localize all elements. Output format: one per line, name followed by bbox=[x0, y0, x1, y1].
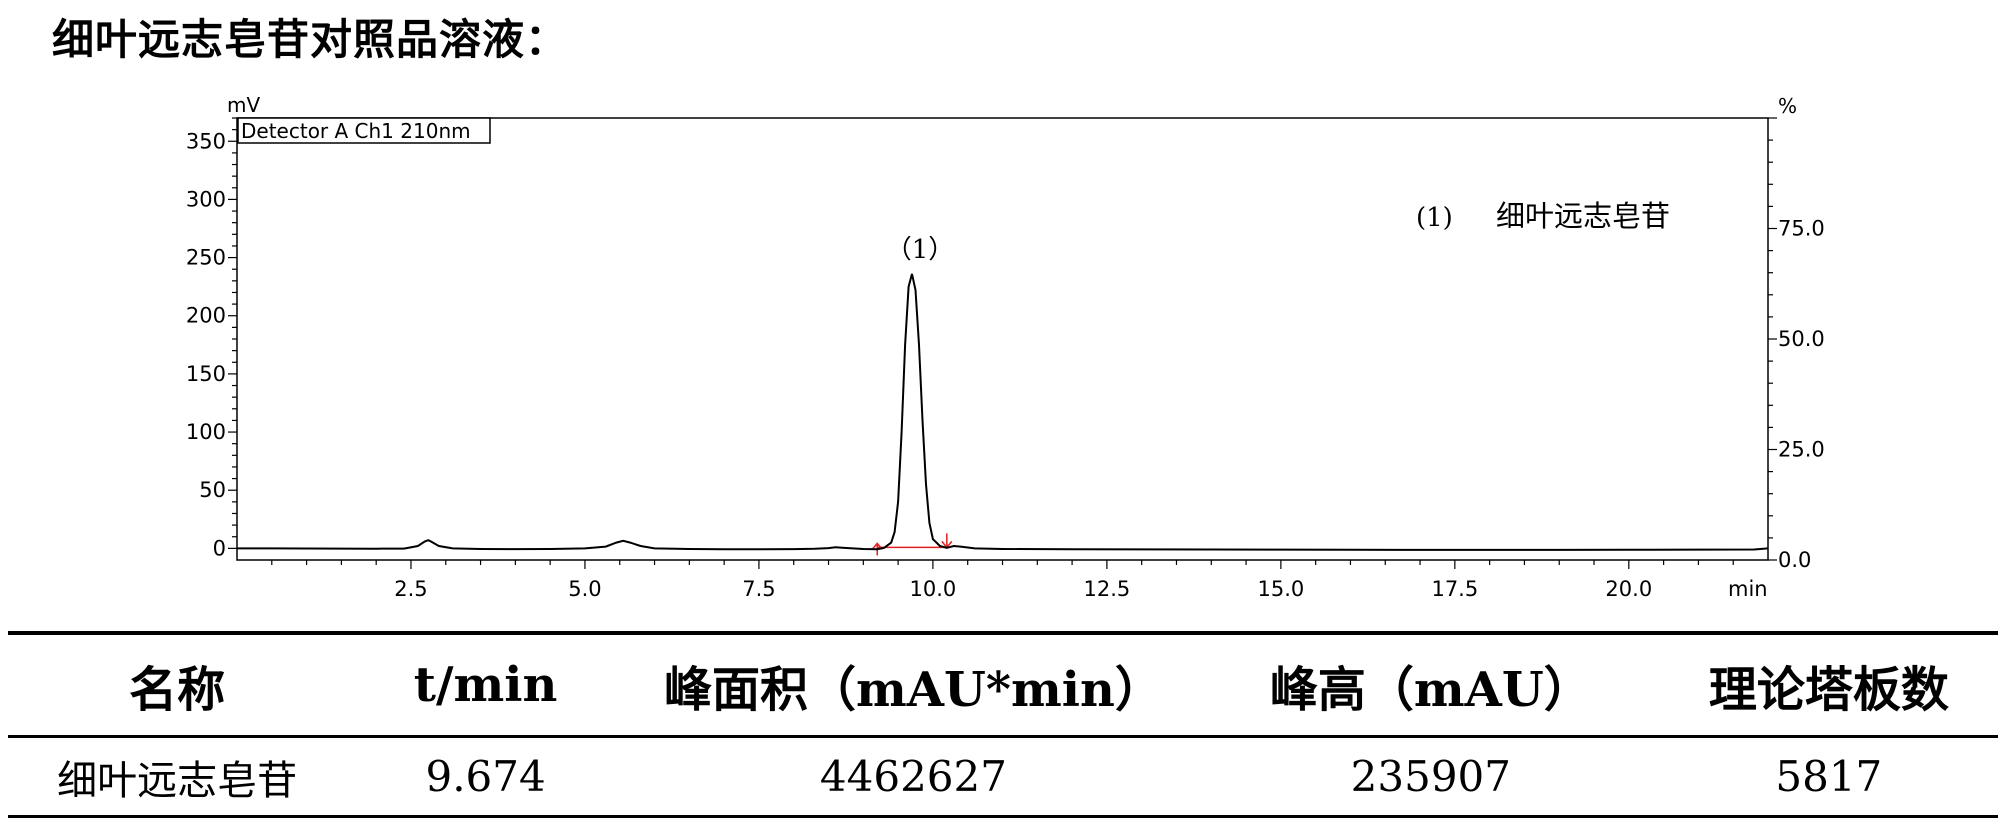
cell-peak-height: 235907 bbox=[1201, 736, 1660, 818]
x-tick-label: 2.5 bbox=[394, 577, 427, 600]
x-tick-label: 12.5 bbox=[1084, 577, 1131, 600]
cell-retention-time: 9.674 bbox=[346, 736, 625, 818]
cell-name: 细叶远志皂苷 bbox=[8, 736, 347, 818]
y-tick-label: 50 bbox=[199, 478, 226, 502]
y-tick-label: 250 bbox=[186, 246, 226, 270]
cell-peak-area: 4462627 bbox=[624, 736, 1202, 818]
x-tick-label: 20.0 bbox=[1605, 577, 1652, 600]
detector-label: Detector A Ch1 210nm bbox=[241, 119, 471, 143]
y2-axis-unit: % bbox=[1778, 94, 1797, 118]
header-name: 名称 bbox=[8, 631, 347, 738]
x-axis-ticks: 2.5 5.0 7.5 10.0 12.5 15.0 17.5 20.0 bbox=[271, 560, 1734, 600]
chromatogram-trace bbox=[237, 273, 1769, 551]
y2-tick-label: 50.0 bbox=[1778, 327, 1825, 351]
y-tick-label: 100 bbox=[186, 420, 226, 444]
y-axis-unit: mV bbox=[227, 93, 260, 117]
y-tick-label: 0 bbox=[213, 536, 226, 560]
header-peak-area: 峰面积（mAU*min） bbox=[624, 631, 1202, 738]
x-tick-label: 15.0 bbox=[1257, 577, 1304, 600]
page-heading: 细叶远志皂苷对照品溶液： bbox=[52, 15, 569, 64]
results-table: 名称 t/min 峰面积（mAU*min） 峰高（mAU） 理论塔板数 细叶远志… bbox=[8, 631, 1998, 818]
cell-plate-number: 5817 bbox=[1659, 736, 1998, 818]
x-axis-unit: min bbox=[1728, 577, 1768, 600]
y2-tick-label: 25.0 bbox=[1778, 438, 1825, 462]
y2-tick-label: 0.0 bbox=[1778, 548, 1811, 572]
y-tick-label: 150 bbox=[186, 362, 226, 386]
peak-label: （1） bbox=[886, 235, 955, 265]
table-header-row: 名称 t/min 峰面积（mAU*min） 峰高（mAU） 理论塔板数 bbox=[8, 631, 1998, 738]
legend-name: 细叶远志皂苷 bbox=[1496, 199, 1670, 233]
y-axis-ticks: 0 50 100 150 200 250 300 350 bbox=[186, 117, 237, 560]
header-retention-time: t/min bbox=[346, 631, 625, 738]
y2-tick-label: 75.0 bbox=[1778, 217, 1825, 241]
x-tick-label: 10.0 bbox=[910, 577, 957, 600]
x-tick-label: 7.5 bbox=[742, 577, 775, 600]
detector-box bbox=[237, 117, 491, 144]
x-tick-label: 5.0 bbox=[568, 577, 601, 600]
table-row: 细叶远志皂苷 9.674 4462627 235907 5817 bbox=[8, 736, 1998, 818]
y-tick-label: 200 bbox=[186, 304, 226, 328]
y-tick-label: 350 bbox=[186, 129, 226, 153]
header-peak-height: 峰高（mAU） bbox=[1201, 631, 1660, 738]
chromatogram-chart: Detector A Ch1 210nm mV % min 2.5 5.0 7.5 1… bbox=[186, 93, 1825, 600]
x-tick-label: 17.5 bbox=[1431, 577, 1478, 600]
plot-frame bbox=[236, 117, 1769, 561]
header-plate-number: 理论塔板数 bbox=[1659, 631, 1998, 738]
y2-axis-ticks: 0.0 25.0 50.0 75.0 bbox=[1768, 117, 1825, 572]
y-tick-label: 300 bbox=[186, 187, 226, 211]
baseline-end-marker bbox=[941, 533, 953, 549]
legend-number: (1) bbox=[1416, 203, 1453, 233]
